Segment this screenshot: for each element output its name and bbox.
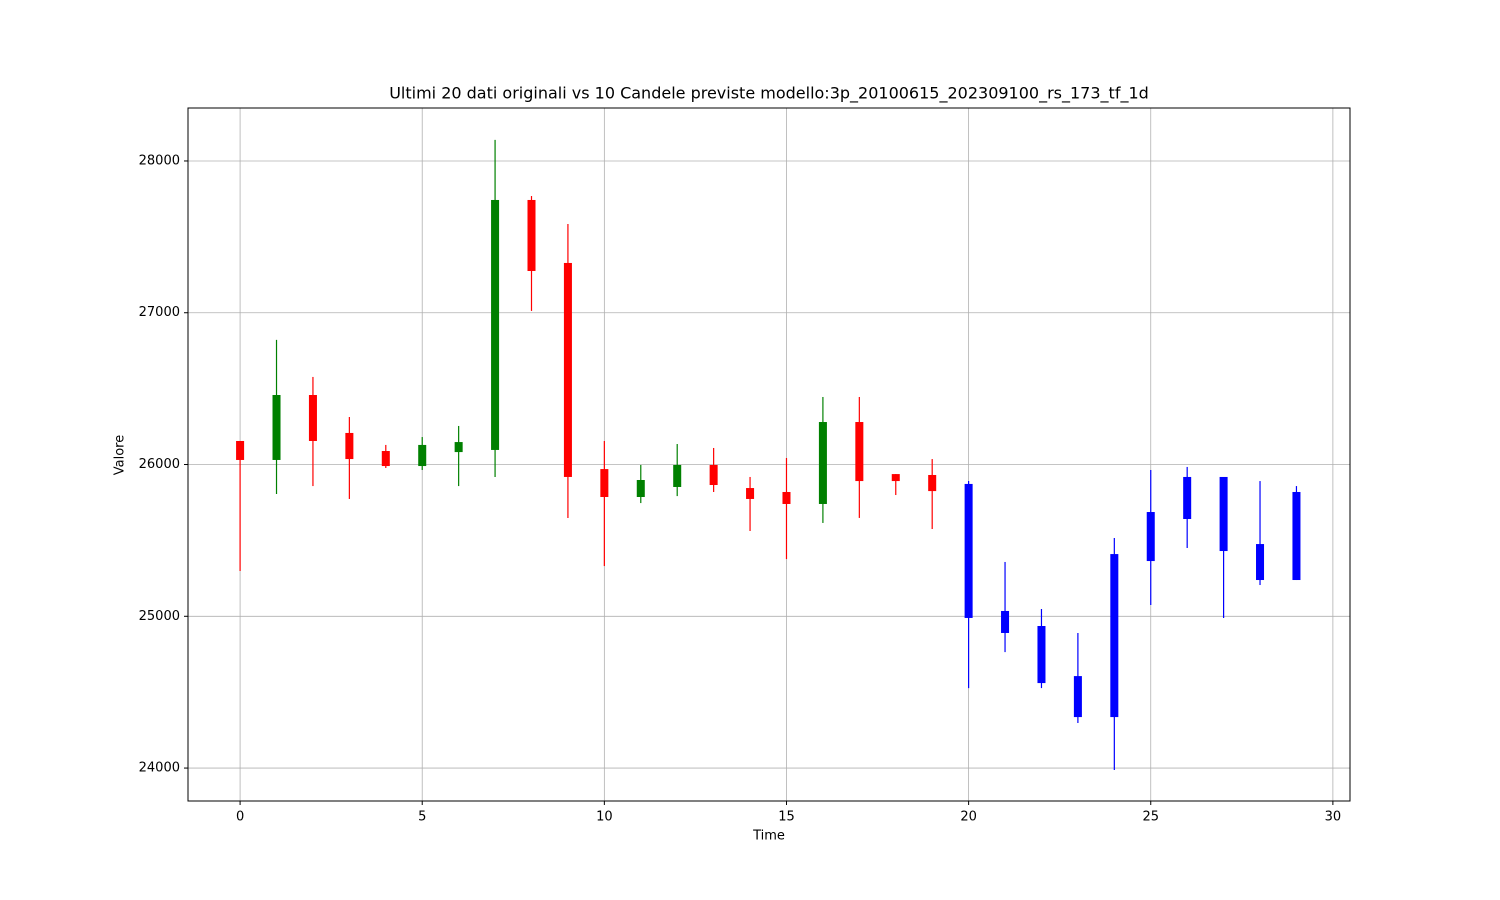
- candle-body: [345, 432, 354, 460]
- candle-body: [1183, 476, 1192, 520]
- candle-body: [563, 262, 572, 477]
- candle-body: [1146, 512, 1155, 562]
- y-tick-label: 26000: [139, 457, 180, 472]
- candle-body: [1037, 626, 1046, 684]
- candle-body: [782, 491, 791, 504]
- candle-body: [527, 199, 536, 272]
- candle-body: [746, 488, 755, 499]
- candle-body: [1219, 476, 1228, 552]
- candle-body: [855, 422, 864, 482]
- x-tick-label: 20: [960, 810, 977, 825]
- candle-body: [308, 395, 317, 441]
- candle-body: [1110, 554, 1119, 718]
- y-tick-label: 28000: [139, 153, 180, 168]
- candle-body: [381, 451, 390, 467]
- candle-body: [928, 474, 937, 492]
- y-tick-label: 25000: [139, 609, 180, 624]
- x-tick-label: 0: [236, 810, 244, 825]
- x-tick-label: 10: [596, 810, 613, 825]
- candle-body: [418, 444, 427, 467]
- candle-body: [454, 442, 463, 453]
- x-tick-label: 30: [1325, 810, 1342, 825]
- y-tick-label: 27000: [139, 305, 180, 320]
- candle-body: [673, 464, 682, 487]
- candle-body: [1073, 676, 1082, 718]
- plot-frame: [187, 107, 1351, 802]
- candle-body: [272, 395, 281, 460]
- candle-body: [709, 464, 718, 486]
- candle-body: [818, 422, 827, 504]
- candle-body: [1001, 610, 1010, 633]
- x-axis-label: Time: [752, 829, 785, 844]
- candle-body: [891, 474, 900, 482]
- y-axis-label: Valore: [113, 435, 128, 475]
- candle-body: [1292, 491, 1301, 581]
- candle-body: [600, 469, 609, 497]
- x-tick-label: 5: [418, 810, 426, 825]
- candle-body: [491, 199, 500, 450]
- candle-body: [236, 440, 245, 460]
- y-tick-label: 24000: [139, 761, 180, 776]
- x-tick-label: 25: [1142, 810, 1159, 825]
- chart-title: Ultimi 20 dati originali vs 10 Candele p…: [389, 84, 1149, 104]
- candle-body: [964, 483, 973, 618]
- candle-body: [636, 479, 645, 497]
- candle-body: [1256, 544, 1265, 581]
- x-tick-label: 15: [778, 810, 795, 825]
